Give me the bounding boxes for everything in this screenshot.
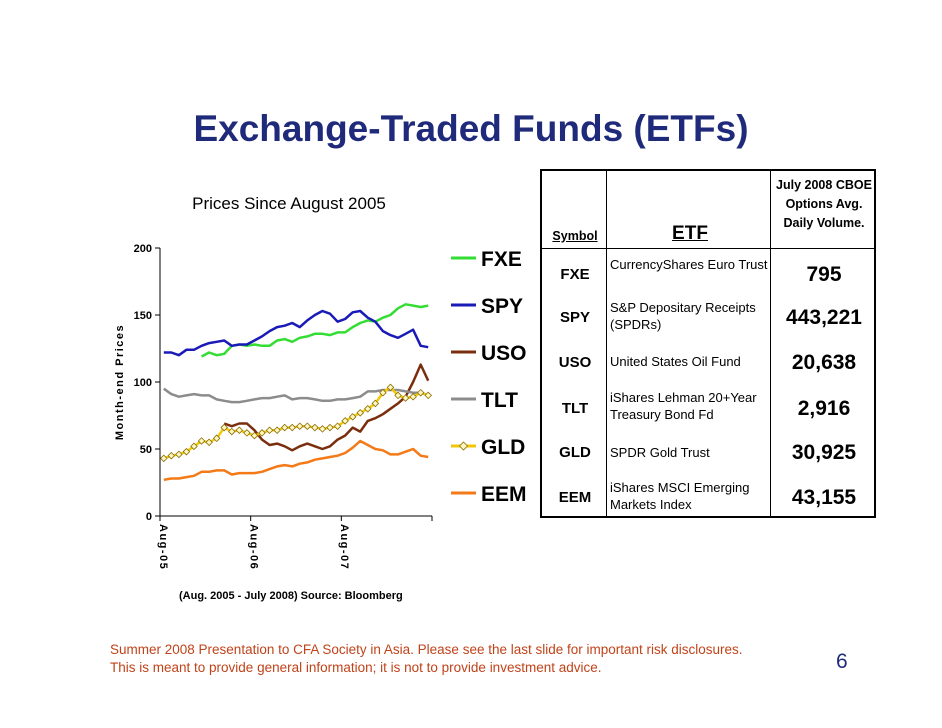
disclaimer-footer: Summer 2008 Presentation to CFA Society … (110, 641, 743, 677)
row-symbol: SPY (559, 309, 590, 326)
data-point-gld (409, 392, 417, 401)
data-point-gld (167, 451, 176, 460)
legend-marker (458, 441, 469, 451)
data-point-gld (160, 454, 168, 463)
legend-label: FXE (481, 248, 522, 271)
data-point-gld (341, 417, 349, 425)
row-symbol: USO (558, 354, 592, 371)
data-point-gld (401, 394, 410, 402)
data-point-gld (424, 391, 432, 400)
legend-label: TLT (481, 389, 518, 412)
series-line-spy (163, 309, 429, 357)
data-point-gld (197, 437, 206, 445)
data-point-gld (386, 383, 395, 392)
chart-title: Prices Since August 2005 (192, 194, 386, 213)
series-line-eem (163, 439, 429, 482)
data-point-gld (250, 431, 259, 440)
data-point-gld (326, 423, 334, 432)
data-point-gld (205, 438, 213, 447)
row-volume: 2,916 (797, 397, 851, 420)
header-etf: ETF (672, 223, 708, 244)
y-axis-label: Month-end Prices (114, 324, 126, 440)
row-etf-name: iShares Lehman 20+Year Treasury Bond Fd (610, 390, 757, 422)
legend-label: SPY (481, 295, 523, 318)
data-point-gld (371, 399, 380, 408)
page-number: 6 (836, 650, 848, 673)
series-line-tlt (163, 387, 429, 404)
row-etf-name: S&P Depositary Receipts (SPDRs) (610, 300, 756, 332)
data-point-gld (364, 405, 372, 413)
legend-label: GLD (481, 436, 525, 459)
data-point-gld (311, 423, 319, 432)
data-point-gld (288, 423, 296, 432)
row-etf-name: SPDR Gold Trust (610, 445, 710, 460)
data-point-gld (280, 423, 289, 432)
row-volume: 30,925 (791, 441, 857, 464)
legend-label: USO (481, 342, 527, 365)
row-volume: 795 (806, 263, 842, 286)
x-tick-label: Aug-05 (157, 524, 169, 570)
data-point-gld (303, 422, 312, 430)
row-etf-name: United States Oil Fund (610, 354, 741, 369)
chart-source-note: (Aug. 2005 - July 2008) Source: Bloomber… (179, 590, 403, 602)
data-point-gld (333, 422, 342, 430)
data-point-gld (258, 429, 266, 437)
data-point-gld (228, 427, 236, 436)
table-divider (542, 248, 874, 249)
table-divider (606, 171, 607, 516)
etf-table: Symbol ETF July 2008 CBOE Options Avg. D… (540, 169, 876, 518)
header-volume-line: July 2008 CBOE (776, 178, 872, 192)
data-point-gld (379, 388, 387, 397)
data-point-gld (318, 425, 327, 433)
row-symbol: FXE (560, 266, 590, 283)
row-volume: 20,638 (791, 351, 857, 374)
x-tick-label: Aug-06 (247, 524, 259, 570)
row-volume: 443,221 (786, 306, 862, 329)
header-volume-line: Options Avg. (785, 197, 863, 211)
header-symbol: Symbol (552, 229, 598, 243)
data-point-gld (416, 388, 425, 397)
row-etf-name: CurrencyShares Euro Trust (610, 257, 768, 272)
data-point-gld (175, 450, 183, 459)
y-tick-label: 150 (134, 310, 152, 322)
y-tick-label: 100 (134, 377, 152, 389)
footer-line: This is meant to provide general informa… (110, 660, 602, 675)
data-point-gld (296, 422, 304, 430)
y-tick-label: 0 (146, 511, 152, 523)
data-point-gld (220, 423, 228, 432)
data-point-gld (235, 426, 244, 435)
data-point-gld (212, 434, 221, 443)
legend-label: EEM (481, 483, 527, 506)
data-point-gld (356, 409, 364, 417)
data-point-gld (273, 426, 281, 435)
header-volume-line: Daily Volume. (783, 216, 865, 230)
header-volume: July 2008 CBOE Options Avg. Daily Volume… (772, 176, 876, 233)
row-symbol: TLT (561, 400, 589, 417)
data-point-gld (348, 413, 357, 421)
row-symbol: EEM (558, 489, 592, 506)
row-volume: 43,155 (791, 486, 857, 509)
footer-line: Summer 2008 Presentation to CFA Society … (110, 642, 743, 657)
table-divider (770, 171, 771, 516)
series-line-fxe (201, 303, 429, 358)
row-symbol: GLD (559, 444, 591, 461)
x-tick-label: Aug-07 (338, 524, 350, 570)
data-point-gld (394, 391, 402, 400)
data-point-gld (265, 426, 274, 435)
slide-title: Exchange-Traded Funds (ETFs) (193, 108, 749, 149)
data-point-gld (243, 429, 251, 437)
row-etf-name: iShares MSCI Emerging Markets Index (610, 480, 750, 512)
y-tick-label: 50 (140, 444, 152, 456)
y-tick-label: 200 (134, 243, 152, 255)
data-point-gld (182, 447, 191, 456)
data-point-gld (190, 442, 198, 451)
